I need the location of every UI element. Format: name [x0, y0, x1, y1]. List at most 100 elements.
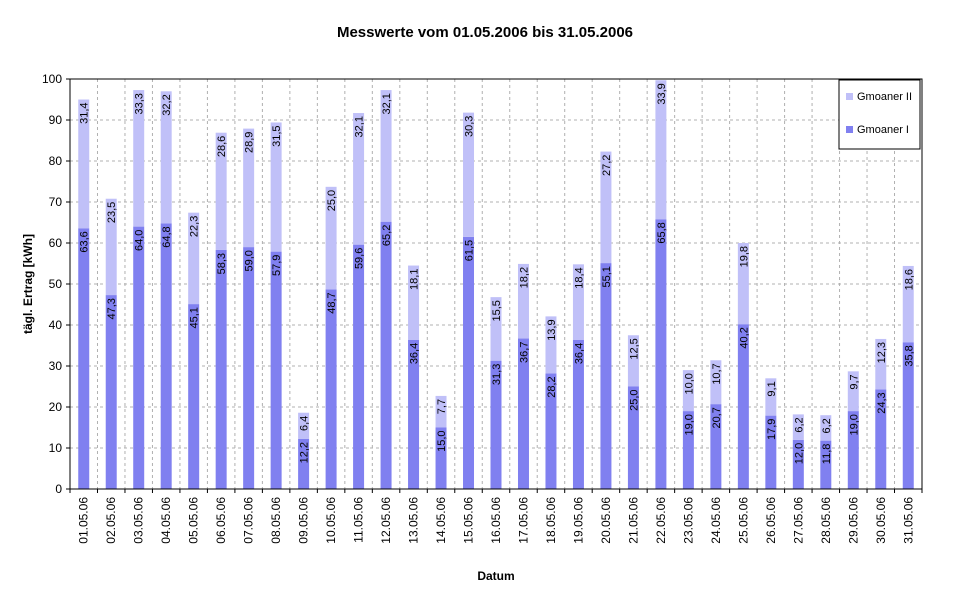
y-axis-title: tägl. Ertrag [kWh]	[21, 234, 35, 334]
value-label-gmoaner-1: 64,0	[134, 230, 146, 251]
bar-gmoaner-1	[875, 389, 887, 489]
bar-gmoaner-1	[160, 223, 172, 489]
value-label-gmoaner-1: 12,0	[793, 443, 805, 464]
value-label-gmoaner-1: 19,0	[683, 414, 695, 435]
bar-gmoaner-1	[655, 219, 667, 489]
value-label-gmoaner-1: 11,8	[821, 444, 833, 465]
chart-title: Messwerte vom 01.05.2006 bis 31.05.2006	[337, 24, 633, 41]
value-label-gmoaner-1: 24,3	[876, 392, 888, 413]
value-label-gmoaner-2: 31,4	[79, 103, 91, 124]
x-tick-label: 10.05.06	[324, 497, 338, 544]
legend-box	[838, 79, 921, 150]
legend-swatch	[846, 126, 853, 133]
x-tick-label: 27.05.06	[791, 497, 805, 544]
value-label-gmoaner-2: 9,1	[766, 381, 778, 396]
legend-swatch	[846, 93, 853, 100]
bar-gmoaner-1	[408, 339, 420, 489]
bar-gmoaner-2	[655, 80, 667, 220]
x-axis-ticks: 01.05.06 02.05.06 03.05.06 04.05.06 05.05.06…	[69, 489, 923, 544]
bar-gmoaner-2	[298, 412, 310, 439]
value-label-gmoaner-2: 33,3	[134, 93, 146, 114]
bar-gmoaner-2	[215, 132, 227, 250]
bar-gmoaner-1	[188, 304, 200, 489]
x-tick-label: 01.05.06	[77, 497, 91, 544]
bar-gmoaner-1	[78, 228, 90, 490]
value-label-gmoaner-1: 65,8	[656, 222, 668, 243]
x-tick-label: 12.05.06	[379, 497, 393, 544]
bar-gmoaner-2	[737, 243, 749, 325]
x-tick-label: 15.05.06	[462, 497, 476, 544]
x-tick-label: 09.05.06	[297, 497, 311, 544]
value-label-gmoaner-2: 9,7	[848, 374, 860, 389]
value-label-gmoaner-1: 45,1	[189, 307, 201, 328]
bar-gmoaner-2	[463, 112, 475, 237]
value-label-gmoaner-1: 58,3	[216, 253, 228, 274]
x-tick-label: 11.05.06	[352, 497, 366, 543]
x-tick-label: 28.05.06	[819, 497, 833, 544]
bar-gmoaner-2	[847, 371, 859, 412]
bar-gmoaner-2	[435, 395, 447, 428]
bar-gmoaner-1	[792, 439, 804, 489]
value-label-gmoaner-2: 30,3	[464, 116, 476, 137]
x-tick-label: 30.05.06	[874, 497, 888, 544]
bar-gmoaner-2	[160, 91, 172, 224]
value-label-gmoaner-2: 22,3	[189, 216, 201, 237]
bar-gmoaner-1	[270, 251, 282, 489]
bar-gmoaner-1	[380, 221, 392, 489]
y-tick-label: 10	[49, 441, 63, 455]
bar-gmoaner-1	[105, 295, 117, 489]
value-label-gmoaner-2: 10,0	[683, 373, 695, 394]
bar-gmoaner-2	[243, 128, 255, 248]
bar-gmoaner-1	[490, 360, 502, 489]
y-tick-label: 70	[49, 195, 63, 209]
bar-gmoaner-2	[105, 198, 117, 296]
bar-gmoaner-2	[188, 212, 200, 305]
y-tick-label: 90	[49, 113, 63, 127]
x-tick-label: 25.05.06	[736, 497, 750, 544]
bar-gmoaner-2	[902, 265, 914, 343]
value-label-gmoaner-2: 18,4	[573, 267, 585, 288]
value-label-gmoaner-1: 28,2	[546, 376, 558, 397]
value-label-gmoaner-1: 48,7	[326, 292, 338, 313]
value-label-gmoaner-2: 32,1	[381, 93, 393, 114]
value-label-gmoaner-1: 65,2	[381, 225, 393, 246]
x-tick-label: 04.05.06	[159, 497, 173, 544]
bar-gmoaner-1	[710, 404, 722, 489]
value-label-gmoaner-2: 10,7	[711, 363, 723, 384]
value-label-gmoaner-1: 17,9	[766, 419, 778, 440]
bar-gmoaner-1	[902, 342, 914, 489]
x-tick-label: 14.05.06	[434, 497, 448, 544]
bar-gmoaner-1	[682, 411, 694, 489]
bar-gmoaner-1	[215, 249, 227, 489]
bar-gmoaner-2	[517, 263, 529, 339]
bar-gmoaner-1	[353, 244, 365, 489]
value-label-gmoaner-2: 18,1	[409, 269, 421, 290]
value-label-gmoaner-2: 7,7	[436, 399, 448, 414]
bar-gmoaner-1	[600, 263, 612, 489]
bar-gmoaner-1	[463, 236, 475, 489]
x-tick-label: 08.05.06	[269, 497, 283, 544]
value-labels: 63,6 31,4 47,3 23,5 64,0 33,3 64,8 32,2 45,1 22,3…	[79, 83, 916, 464]
bar-gmoaner-1	[243, 247, 255, 489]
value-label-gmoaner-2: 32,2	[161, 94, 173, 115]
axes	[69, 78, 923, 490]
value-label-gmoaner-1: 61,5	[464, 240, 476, 261]
bar-gmoaner-1	[820, 440, 832, 489]
bar-gmoaner-2	[682, 370, 694, 412]
value-label-gmoaner-1: 31,3	[491, 364, 503, 385]
value-label-gmoaner-1: 63,6	[79, 231, 91, 252]
value-label-gmoaner-2: 18,6	[903, 269, 915, 290]
x-tick-label: 13.05.06	[407, 497, 421, 544]
bar-gmoaner-2	[408, 265, 420, 340]
value-label-gmoaner-2: 28,9	[244, 132, 256, 153]
legend-label: Gmoaner I	[857, 124, 909, 136]
bar-gmoaner-1	[133, 226, 145, 489]
bar-gmoaner-2	[270, 122, 282, 252]
value-label-gmoaner-2: 15,5	[491, 300, 503, 321]
value-label-gmoaner-2: 6,4	[299, 416, 311, 431]
bar-gmoaner-2	[710, 360, 722, 405]
bar-gmoaner-2	[820, 415, 832, 441]
bar-gmoaner-1	[627, 386, 639, 489]
value-label-gmoaner-2: 18,2	[518, 267, 530, 288]
x-tick-label: 29.05.06	[846, 497, 860, 544]
